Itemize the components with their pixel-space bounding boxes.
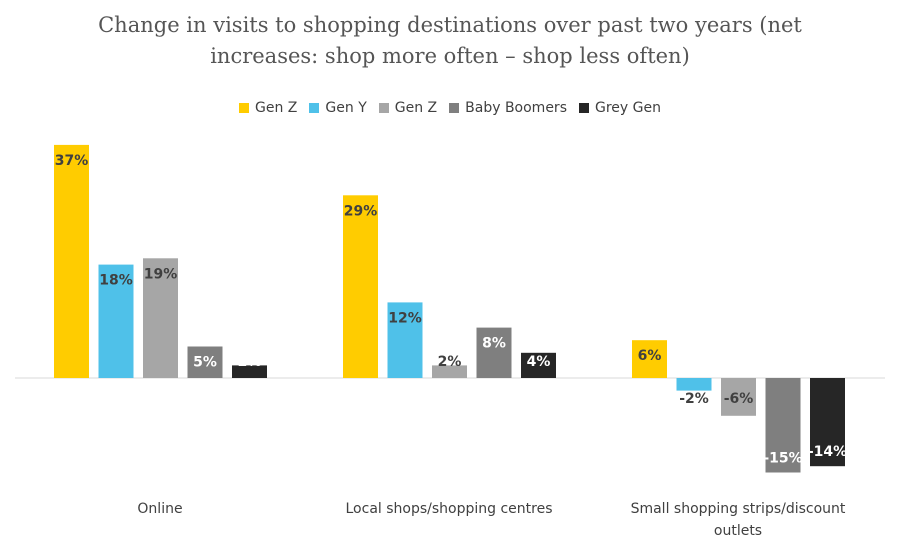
data-label: 6%: [638, 348, 662, 364]
bar: [810, 378, 845, 467]
category-label: Online: [137, 501, 182, 517]
data-label: -6%: [724, 391, 754, 407]
chart-title: Change in visits to shopping destination…: [98, 13, 802, 68]
bar: [432, 365, 467, 378]
legend-swatch: [239, 103, 250, 113]
legend-label: Gen Z: [255, 100, 298, 116]
bar: [98, 264, 134, 378]
bar: [476, 327, 512, 378]
data-label: 18%: [99, 273, 133, 289]
legend-item: Baby Boomers: [449, 100, 567, 116]
data-label: 2%: [238, 354, 262, 370]
legend-swatch: [378, 103, 389, 113]
legend-swatch: [449, 103, 460, 113]
data-label: 4%: [527, 354, 551, 370]
bar: [54, 144, 89, 378]
bar: [143, 258, 178, 378]
data-label: 37%: [55, 153, 89, 169]
data-label: -14%: [808, 444, 847, 460]
data-label: 12%: [388, 310, 422, 326]
legend-swatch: [309, 103, 320, 113]
bar: [521, 352, 556, 378]
bar: [721, 378, 756, 416]
bar: [676, 378, 712, 391]
bar: [765, 378, 801, 473]
data-label: -2%: [679, 391, 709, 407]
data-label: 5%: [193, 355, 217, 371]
legend-label: Gen Z: [394, 100, 438, 116]
legend-item: Gen Z: [239, 100, 297, 116]
data-label: 2%: [438, 354, 462, 370]
legend-item: Gen Z: [378, 100, 438, 116]
data-label: 8%: [482, 336, 506, 352]
data-label: -15%: [763, 451, 802, 467]
data-label: 19%: [144, 266, 178, 282]
data-label: 29%: [344, 203, 378, 219]
legend-swatch: [578, 103, 589, 113]
bar: [232, 365, 267, 378]
bar: [187, 346, 223, 378]
legend: Gen Z Gen Y Gen Z Baby Boomers Grey Gen: [0, 100, 900, 116]
bar: [343, 195, 378, 378]
legend-item: Grey Gen: [578, 100, 661, 116]
legend-label: Grey Gen: [594, 100, 661, 116]
bar: [632, 340, 667, 378]
bar: [387, 302, 423, 378]
legend-item: Gen Y: [309, 100, 367, 116]
category-label: Small shopping strips/discount outlets: [631, 501, 846, 539]
legend-label: Baby Boomers: [465, 100, 567, 116]
legend-label: Gen Y: [325, 100, 367, 116]
category-label: Local shops/shopping centres: [346, 501, 553, 517]
